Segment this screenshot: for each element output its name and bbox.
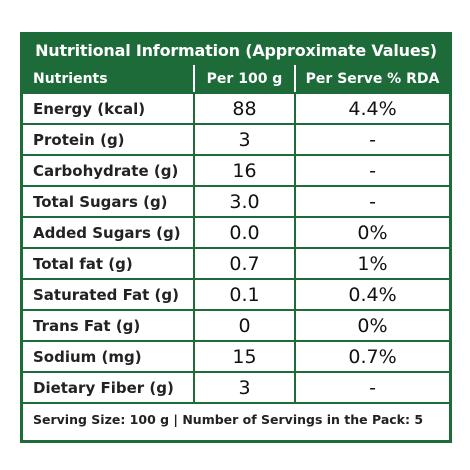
per-100g-value: 16 [193,154,296,187]
rda-value: 1% [294,247,449,280]
per-100g-value: 0.7 [193,247,296,280]
rda-value: 0% [294,216,449,249]
per-100g-value: 3.0 [193,185,296,218]
nutrient-name: Protein (g) [23,123,195,156]
nutrient-name: Total Sugars (g) [23,185,195,218]
nutrient-name: Sodium (mg) [23,340,195,373]
rda-value: - [294,185,449,218]
per-100g-value: 88 [193,92,296,125]
table-row: Added Sugars (g) 0.0 0% [23,216,449,249]
nutrient-name: Carbohydrate (g) [23,154,195,187]
table-row: Carbohydrate (g) 16 - [23,154,449,187]
per-100g-value: 15 [193,340,296,373]
per-100g-value: 3 [193,371,296,404]
per-100g-value: 3 [193,123,296,156]
nutrient-name: Dietary Fiber (g) [23,371,195,404]
table-row: Sodium (mg) 15 0.7% [23,340,449,373]
rda-value: 0.7% [294,340,449,373]
table-row: Total fat (g) 0.7 1% [23,247,449,280]
nutrient-name: Added Sugars (g) [23,216,195,249]
table-row: Total Sugars (g) 3.0 - [23,185,449,218]
table-row: Trans Fat (g) 0 0% [23,309,449,342]
nutrient-name: Energy (kcal) [23,92,195,125]
header-per-serve-rda: Per Serve % RDA [294,65,449,94]
table-row: Dietary Fiber (g) 3 - [23,371,449,404]
header-per-100g: Per 100 g [193,65,296,94]
rda-value: 0% [294,309,449,342]
per-100g-value: 0.0 [193,216,296,249]
rda-value: 4.4% [294,92,449,125]
rda-value: - [294,123,449,156]
nutrient-name: Trans Fat (g) [23,309,195,342]
table-row: Saturated Fat (g) 0.1 0.4% [23,278,449,311]
serving-info: Serving Size: 100 g | Number of Servings… [33,412,424,427]
header-nutrients: Nutrients [23,65,195,94]
rda-value: 0.4% [294,278,449,311]
nutrient-name: Total fat (g) [23,247,195,280]
nutrition-panel: Nutritional Information (Approximate Val… [20,32,452,443]
panel-title: Nutritional Information (Approximate Val… [23,35,449,65]
nutrition-table: Nutrients Per 100 g Per Serve % RDA Ener… [23,65,449,404]
rda-value: - [294,154,449,187]
table-row: Energy (kcal) 88 4.4% [23,92,449,125]
rda-value: - [294,371,449,404]
per-100g-value: 0.1 [193,278,296,311]
nutrient-name: Saturated Fat (g) [23,278,195,311]
per-100g-value: 0 [193,309,296,342]
table-row: Protein (g) 3 - [23,123,449,156]
header-row: Nutrients Per 100 g Per Serve % RDA [23,65,449,94]
